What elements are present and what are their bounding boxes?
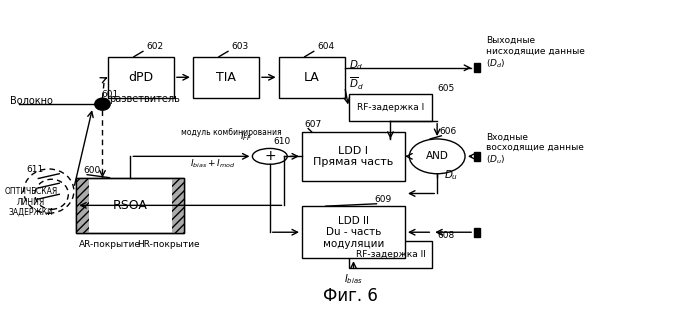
Text: $D_u$: $D_u$ bbox=[444, 168, 458, 182]
Bar bbox=[108, 57, 174, 98]
Bar bbox=[76, 178, 184, 233]
Text: AR-покрытие: AR-покрытие bbox=[78, 240, 141, 249]
Text: AND: AND bbox=[426, 151, 449, 161]
Ellipse shape bbox=[35, 179, 69, 209]
Text: $I_{bias}+I_{mod}$: $I_{bias}+I_{mod}$ bbox=[190, 157, 235, 169]
Text: RF-задержка II: RF-задержка II bbox=[356, 250, 426, 259]
Text: LDD I
Прямая часть: LDD I Прямая часть bbox=[314, 145, 393, 167]
Text: Входные
восходящие данные
$(D_u)$: Входные восходящие данные $(D_u)$ bbox=[486, 133, 584, 166]
Text: HR-покрытие: HR-покрытие bbox=[137, 240, 200, 249]
Text: 608: 608 bbox=[438, 231, 454, 240]
Bar bbox=[474, 152, 480, 161]
Text: 600: 600 bbox=[84, 166, 101, 175]
Text: $I_{bias}$: $I_{bias}$ bbox=[344, 272, 363, 286]
Text: $I_{FF}$: $I_{FF}$ bbox=[240, 129, 253, 143]
Text: 602: 602 bbox=[146, 42, 164, 51]
Bar bbox=[349, 241, 433, 268]
Text: TIA: TIA bbox=[216, 71, 236, 84]
Text: 604: 604 bbox=[317, 42, 335, 51]
Bar bbox=[193, 57, 259, 98]
Circle shape bbox=[253, 148, 287, 164]
Text: RSOA: RSOA bbox=[113, 199, 148, 212]
Bar bbox=[172, 178, 184, 233]
Text: 606: 606 bbox=[439, 127, 456, 136]
Text: 611: 611 bbox=[27, 165, 43, 174]
Text: Фиг. 6: Фиг. 6 bbox=[323, 287, 377, 305]
Text: LA: LA bbox=[304, 71, 319, 84]
Text: 601: 601 bbox=[101, 90, 118, 99]
Text: 610: 610 bbox=[273, 137, 290, 146]
Text: 609: 609 bbox=[374, 195, 392, 204]
Text: 605: 605 bbox=[438, 84, 454, 93]
Text: 607: 607 bbox=[304, 120, 322, 129]
Bar bbox=[76, 178, 184, 233]
Text: $D_d$: $D_d$ bbox=[349, 58, 363, 71]
Text: Выходные
нисходящие данные
$(D_d)$: Выходные нисходящие данные $(D_d)$ bbox=[486, 36, 584, 70]
Text: RF-задержка I: RF-задержка I bbox=[357, 103, 424, 112]
Text: модуль комбинирования: модуль комбинирования bbox=[181, 128, 282, 137]
Text: ОПТИЧЕСКАЯ
ЛИНИЯ
ЗАДЕРЖКИ: ОПТИЧЕСКАЯ ЛИНИЯ ЗАДЕРЖКИ bbox=[4, 187, 57, 217]
Text: разветвитель: разветвитель bbox=[109, 94, 181, 104]
Text: dPD: dPD bbox=[128, 71, 153, 84]
Bar bbox=[279, 57, 345, 98]
Bar bbox=[302, 206, 405, 258]
Bar bbox=[474, 63, 480, 72]
Bar bbox=[349, 94, 433, 121]
Text: +: + bbox=[264, 149, 276, 163]
Ellipse shape bbox=[94, 98, 110, 110]
Text: $\overline{D}_d$: $\overline{D}_d$ bbox=[349, 76, 363, 93]
Bar bbox=[302, 132, 405, 181]
Text: Волокно: Волокно bbox=[10, 96, 53, 106]
Text: 603: 603 bbox=[232, 42, 248, 51]
Text: LDD II
Du - часть
модуляции: LDD II Du - часть модуляции bbox=[323, 216, 384, 249]
Ellipse shape bbox=[24, 169, 74, 213]
Bar bbox=[76, 178, 89, 233]
Bar bbox=[474, 228, 480, 237]
Ellipse shape bbox=[410, 139, 465, 174]
